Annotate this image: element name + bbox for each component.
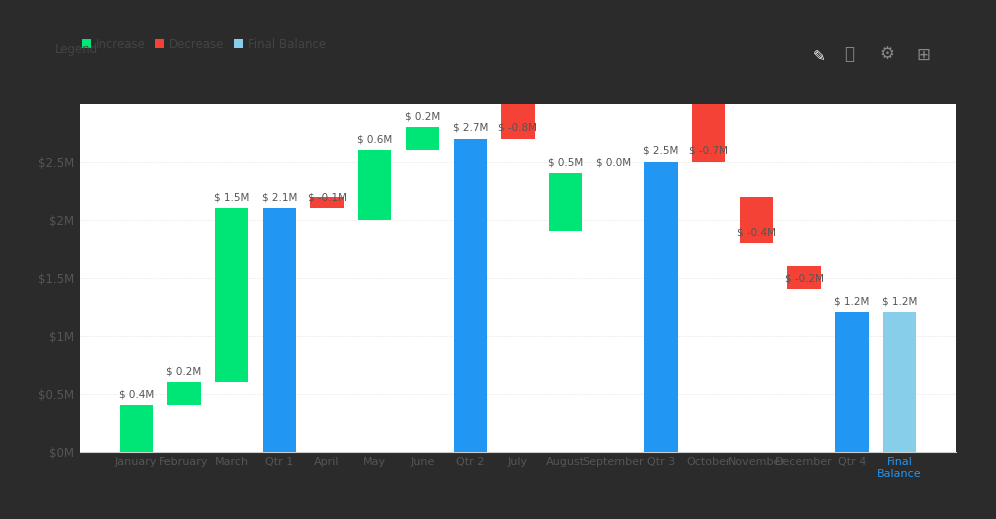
Bar [405,127,439,150]
Text: $ -0.8M: $ -0.8M [498,123,538,133]
Bar [167,382,200,405]
Bar [359,150,391,220]
Text: $ -0.4M: $ -0.4M [737,227,776,237]
Text: $ 1.2M: $ 1.2M [881,297,917,307]
Text: ⬜: ⬜ [845,46,855,63]
Text: ⚙: ⚙ [879,46,893,63]
Bar [215,208,248,382]
Text: Legend: Legend [55,43,98,56]
Text: $ 0.5M: $ 0.5M [548,158,584,168]
Bar [644,162,677,452]
Text: $ 2.5M: $ 2.5M [643,146,678,156]
Legend: Increase, Decrease, Final Balance: Increase, Decrease, Final Balance [77,33,331,56]
Text: $ 2.1M: $ 2.1M [262,193,297,202]
Text: $ 0.2M: $ 0.2M [404,111,440,121]
Bar [549,173,583,231]
Text: $ 2.7M: $ 2.7M [452,123,488,133]
Bar [836,312,869,452]
Bar [740,197,773,243]
Text: $ 1.2M: $ 1.2M [835,297,870,307]
Text: ⊞: ⊞ [916,46,930,63]
Text: $ 0.2M: $ 0.2M [166,366,201,376]
Bar [120,405,153,452]
Text: $ -0.2M: $ -0.2M [785,274,824,283]
Text: $ 0.0M: $ 0.0M [596,157,630,168]
Text: $ -0.1M: $ -0.1M [308,193,347,202]
Text: ✎: ✎ [813,49,825,64]
Bar [453,139,487,452]
Bar [501,46,535,139]
Text: $ -0.7M: $ -0.7M [689,146,728,156]
Bar [311,197,344,208]
Bar [882,312,916,452]
Bar [263,208,296,452]
Text: $ 0.4M: $ 0.4M [119,389,153,400]
Text: $ 1.5M: $ 1.5M [214,193,249,202]
Bar [692,80,725,162]
Text: $ 0.6M: $ 0.6M [358,134,392,144]
Bar [788,266,821,289]
